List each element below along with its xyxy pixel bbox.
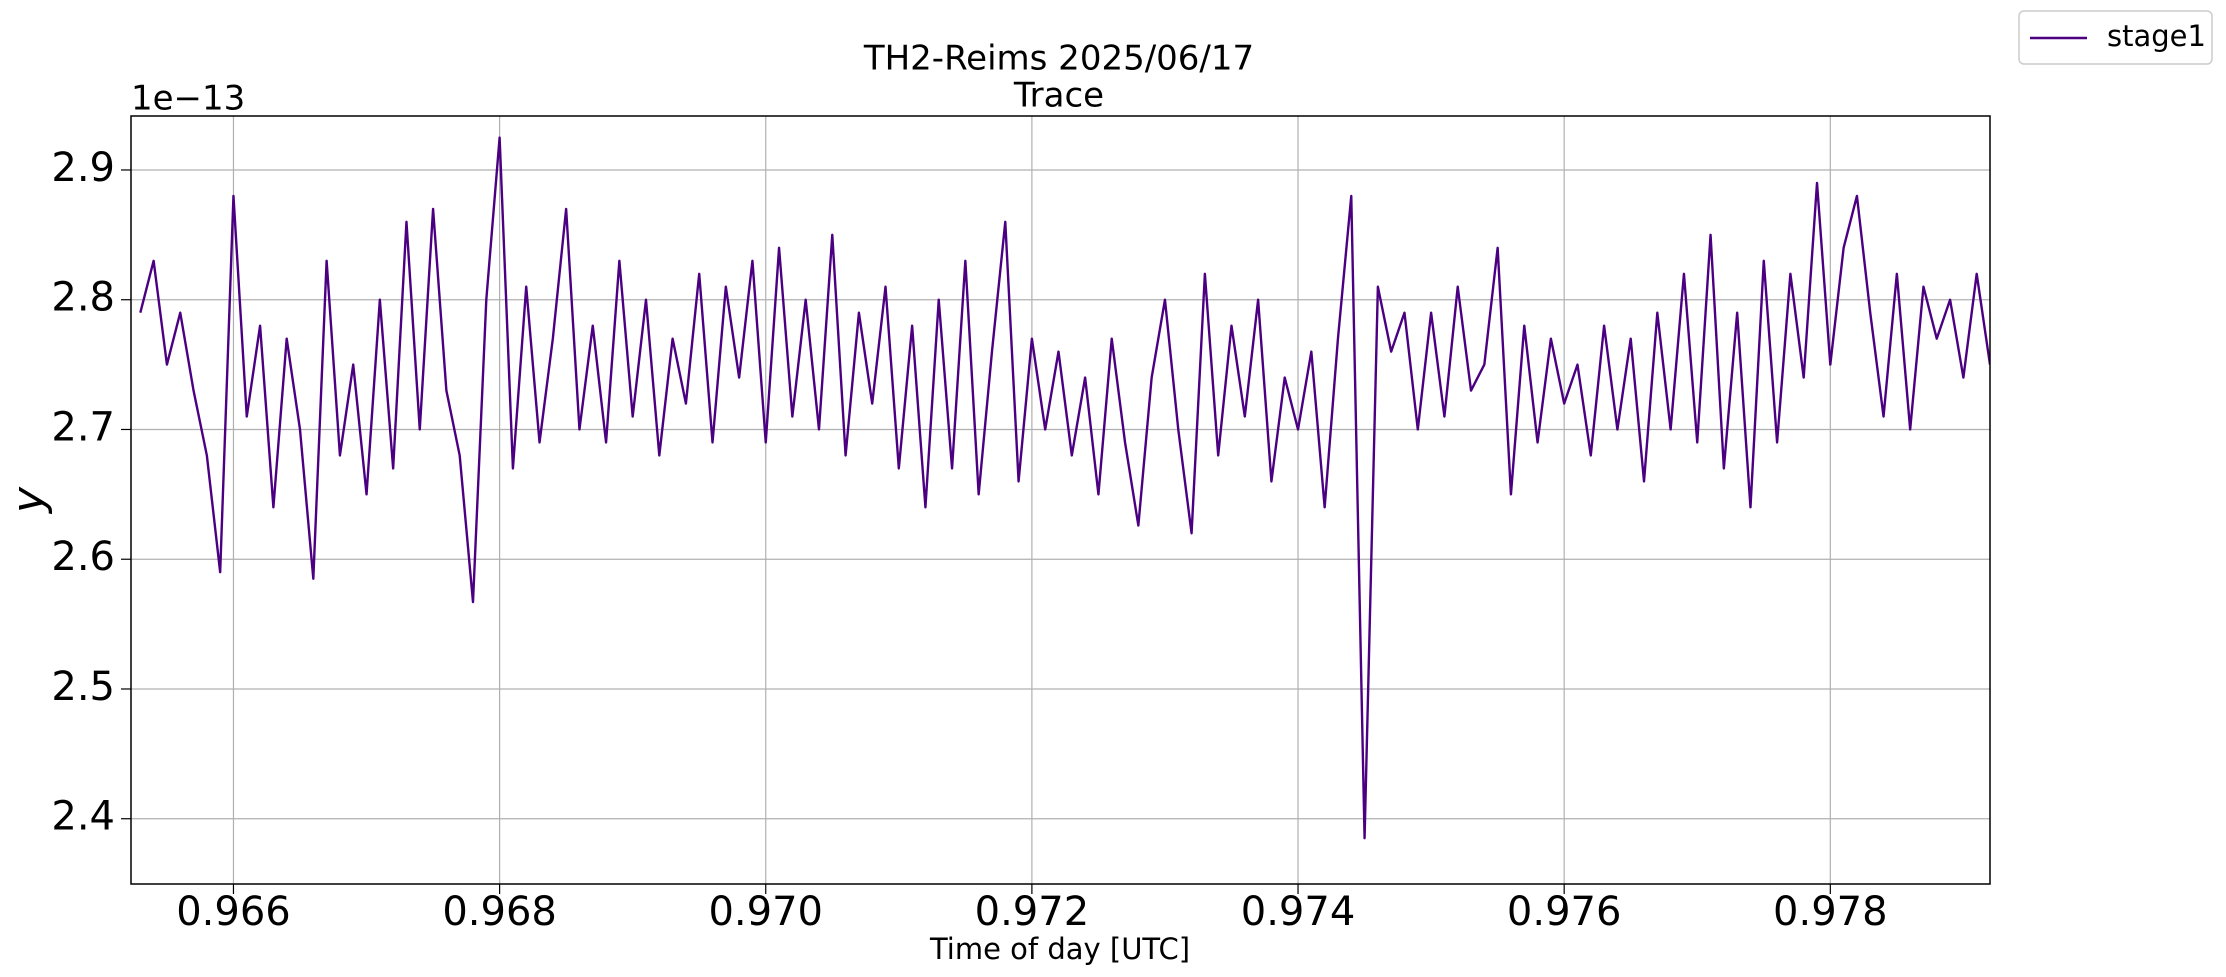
y-tick-label: 2.9 <box>51 145 115 191</box>
x-tick-label: 0.974 <box>1241 889 1356 935</box>
x-tick-label: 0.970 <box>708 889 823 935</box>
y-tick-label: 2.4 <box>51 794 115 840</box>
y-tick-label: 2.8 <box>51 275 115 321</box>
x-tick-label: 0.976 <box>1507 889 1622 935</box>
x-tick-label: 0.966 <box>176 889 291 935</box>
y-tick-label: 2.5 <box>51 664 115 710</box>
x-axis-label: Time of day [UTC] <box>929 932 1190 966</box>
x-tick-label: 0.968 <box>442 889 557 935</box>
chart-subtitle: Trace <box>1013 76 1104 116</box>
x-tick-label: 0.978 <box>1773 889 1888 935</box>
data-line <box>139 136 1990 840</box>
y-tick-label: 2.6 <box>51 534 115 580</box>
x-tick-label: 0.972 <box>975 889 1090 935</box>
legend-frame <box>2018 10 2213 65</box>
y-axis-label: y <box>3 486 54 515</box>
chart-title: TH2-Reims 2025/06/17 <box>863 39 1254 79</box>
legend-label: stage1 <box>2107 19 2206 53</box>
plot-frame <box>130 115 1991 885</box>
legend: stage1 <box>2018 10 2213 65</box>
y-offset-label: 1e−13 <box>131 79 245 119</box>
y-tick-label: 2.7 <box>51 404 115 450</box>
